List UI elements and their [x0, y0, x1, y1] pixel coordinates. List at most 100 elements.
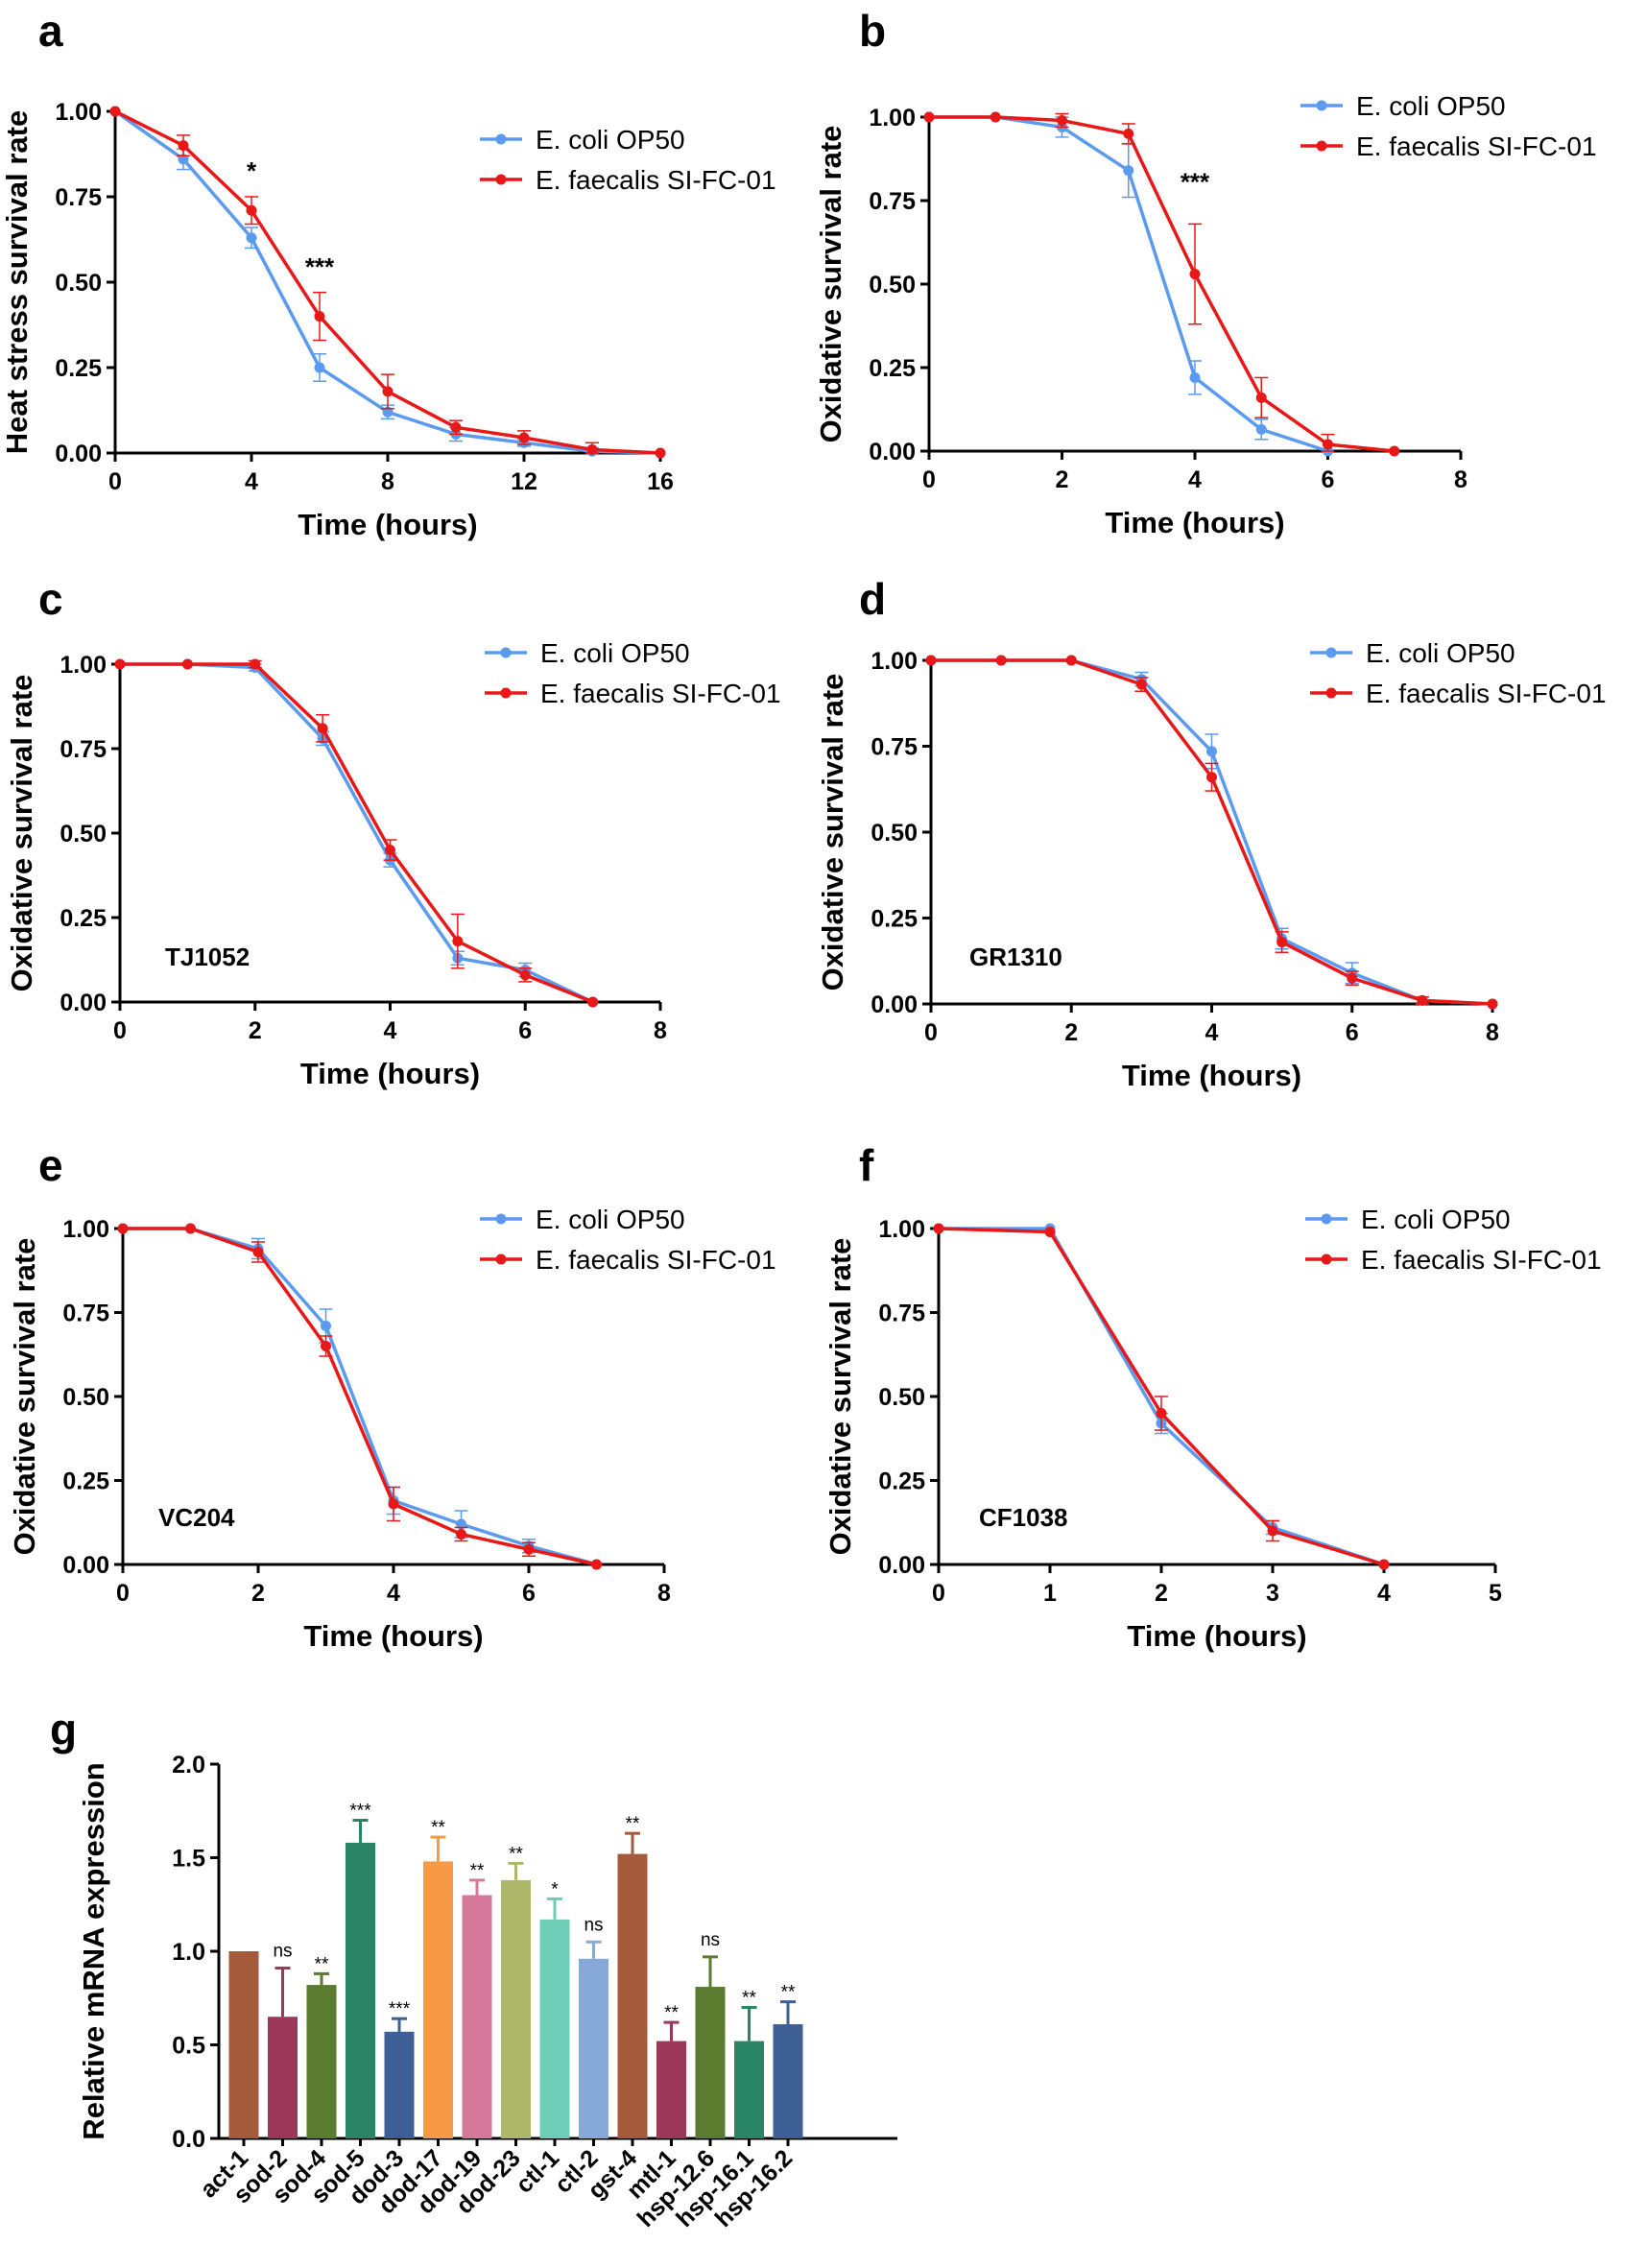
panel-e: e 0 2 4 6 8 0.00 0.25 0.50 0.75 1.00 Time (hours) Ox… [8, 1140, 776, 1653]
x-tick-label: 0 [922, 466, 936, 493]
panel-c: c 0 2 4 6 8 0.00 0.25 0.50 0.75 1.00 Time (hours) Ox… [5, 574, 781, 1090]
y-tick-label: 0.50 [869, 272, 916, 298]
significance-label: ** [470, 1861, 485, 1881]
panel-a: a 0 4 8 12 16 0.00 0.25 0.50 0.75 1.00 Time (hours)… [0, 6, 776, 541]
y-axis-title: Heat stress survival rate [0, 110, 34, 454]
data-point [450, 421, 462, 433]
x-tick-label: 4 [387, 1580, 400, 1607]
x-tick-label: 8 [657, 1580, 671, 1607]
legend-marker-ecoli [1316, 100, 1327, 111]
x-tick-label: 6 [518, 1017, 532, 1044]
x-axis-title: Time (hours) [1122, 1059, 1301, 1092]
x-tick-label: 2 [1064, 1019, 1078, 1046]
y-tick-label: 0.00 [871, 991, 918, 1018]
significance-label: ** [626, 1814, 640, 1834]
x-tick-label: 4 [1205, 1019, 1219, 1046]
y-tick-label: 0.00 [60, 990, 107, 1016]
data-point [925, 655, 937, 666]
panel-label-f: f [859, 1140, 874, 1190]
legend-label-faecalis: E. faecalis SI-FC-01 [1356, 131, 1597, 161]
strain-label: CF1038 [979, 1503, 1068, 1532]
legend-label-faecalis: E. faecalis SI-FC-01 [536, 165, 776, 195]
significance-label: ** [431, 1818, 445, 1838]
y-tick-label: 0.50 [55, 270, 102, 297]
data-point [1323, 439, 1333, 450]
strain-label: VC204 [158, 1503, 235, 1532]
y-tick-label: 0.75 [878, 1301, 925, 1327]
bar-dod-19 [462, 1895, 492, 2138]
legend-marker-ecoli [1321, 1213, 1332, 1225]
data-point [1378, 1559, 1390, 1570]
legend-marker-faecalis [500, 687, 512, 699]
data-point [1206, 746, 1217, 757]
y-axis-title: Oxidative survival rate [816, 674, 849, 991]
data-point [1057, 114, 1067, 126]
data-point [587, 996, 599, 1008]
series-faecalis [114, 658, 599, 1008]
legend-label-ecoli: E. coli OP50 [536, 1205, 685, 1234]
legend-label-ecoli: E. coli OP50 [536, 125, 685, 155]
data-point [252, 1247, 264, 1257]
data-point [181, 658, 193, 670]
y-tick-label: 0.75 [62, 1301, 109, 1327]
data-point [178, 140, 189, 152]
significance-label: ** [664, 2003, 679, 2023]
data-point [523, 1543, 535, 1555]
y-axis-title: Oxidative survival rate [814, 126, 847, 443]
significance-label: * [551, 1879, 559, 1899]
bar-hsp-16.2 [773, 2024, 803, 2138]
x-tick-label: 2 [1056, 466, 1069, 493]
y-tick-label: 0.00 [878, 1552, 925, 1579]
bar-dod-17 [423, 1861, 453, 2138]
data-point [1255, 423, 1267, 435]
data-point [317, 723, 328, 734]
strain-label: TJ1052 [165, 943, 250, 971]
strain-label: GR1310 [969, 943, 1062, 971]
data-point [321, 1341, 331, 1351]
legend: E. coli OP50 E. faecalis SI-FC-01 [1305, 1205, 1602, 1275]
data-point [655, 447, 666, 459]
data-point [933, 1223, 944, 1234]
data-point [1206, 772, 1217, 783]
y-tick-label: 0.75 [871, 734, 918, 761]
significance-label: ** [742, 1989, 756, 2009]
y-tick-label: 1.00 [871, 648, 918, 675]
bar-dod-3 [384, 2031, 415, 2138]
panel-d: d 0 2 4 6 8 0.00 0.25 0.50 0.75 1.00 Time (hours) Ox… [816, 574, 1607, 1092]
y-axis-title: Oxidative survival rate [5, 675, 38, 992]
y-tick-label: 0.5 [172, 2033, 205, 2060]
legend-marker-ecoli [500, 647, 512, 658]
data-point [1255, 392, 1267, 403]
y-axis-title: Relative mRNA expression [77, 1762, 110, 2139]
data-point [1135, 679, 1147, 690]
legend-label-ecoli: E. coli OP50 [1361, 1205, 1511, 1234]
significance-label: ** [509, 1844, 523, 1864]
bar-sod-2 [268, 2017, 298, 2138]
data-point [1123, 165, 1134, 177]
x-tick-label: 1 [1043, 1580, 1057, 1607]
legend: E. coli OP50 E. faecalis SI-FC-01 [1310, 638, 1607, 708]
series-faecalis [933, 1223, 1390, 1570]
x-tick-label: 0 [108, 468, 122, 495]
legend: E. coli OP50 E. faecalis SI-FC-01 [1300, 91, 1597, 161]
y-axis-title: Oxidative survival rate [8, 1238, 41, 1556]
data-point [990, 111, 1001, 123]
data-point [1417, 994, 1428, 1006]
series-faecalis [923, 111, 1400, 457]
x-axis-title: Time (hours) [1127, 1619, 1306, 1653]
y-tick-label: 0.25 [55, 355, 102, 382]
data-point [452, 936, 464, 947]
data-point [1189, 269, 1201, 280]
data-point [1189, 371, 1201, 383]
bar-mtl-1 [656, 2041, 686, 2138]
x-tick-label: 4 [1188, 466, 1202, 493]
panel-label-c: c [38, 574, 63, 624]
significance-label: ns [701, 1930, 720, 1950]
legend-label-faecalis: E. faecalis SI-FC-01 [540, 679, 781, 708]
y-tick-label: 1.00 [62, 1216, 109, 1243]
x-axis-title: Time (hours) [1105, 506, 1284, 539]
data-point [382, 386, 394, 397]
x-tick-label: 5 [1489, 1580, 1502, 1607]
y-tick-label: 0.0 [172, 2126, 205, 2153]
